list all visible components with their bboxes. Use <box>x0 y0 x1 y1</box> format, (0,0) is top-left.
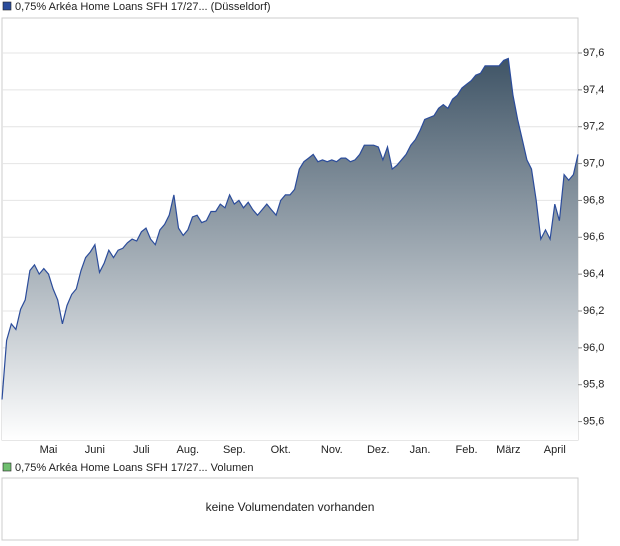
area <box>2 58 578 440</box>
legend-label: 0,75% Arkéa Home Loans SFH 17/27... Volu… <box>15 462 253 474</box>
y-tick-label: 96,0 <box>583 342 604 354</box>
x-tick-label: Juni <box>85 444 105 456</box>
y-tick-label: 97,0 <box>583 157 604 169</box>
x-tick-label: Feb. <box>456 444 478 456</box>
x-tick-label: Aug. <box>176 444 199 456</box>
x-tick-label: April <box>544 444 566 456</box>
line <box>1 57 579 400</box>
y-tick-label: 95,8 <box>583 379 604 391</box>
y-tick-label: 97,6 <box>583 47 604 59</box>
x-tick-label: Jan. <box>410 444 431 456</box>
x-tick-label: März <box>496 444 520 456</box>
legend-swatch <box>2 462 12 472</box>
y-tick-label: 96,6 <box>583 231 604 243</box>
volume-panel <box>1 477 579 541</box>
legend-label: 0,75% Arkéa Home Loans SFH 17/27... (Düs… <box>15 1 271 13</box>
y-tick-label: 95,6 <box>583 415 604 427</box>
y-tick-label: 97,4 <box>583 84 604 96</box>
y-tick-label: 96,4 <box>583 268 604 280</box>
x-tick-label: Sep. <box>223 444 246 456</box>
x-tick-label: Juli <box>133 444 150 456</box>
x-tick-label: Nov. <box>321 444 343 456</box>
y-tick-label: 96,8 <box>583 194 604 206</box>
legend-swatch <box>2 1 12 11</box>
y-tick-label: 96,2 <box>583 305 604 317</box>
x-tick-label: Mai <box>40 444 58 456</box>
x-tick-label: Dez. <box>367 444 390 456</box>
x-tick-label: Okt. <box>271 444 291 456</box>
y-tick-label: 97,2 <box>583 121 604 133</box>
volume-message: keine Volumendaten vorhanden <box>206 500 375 514</box>
